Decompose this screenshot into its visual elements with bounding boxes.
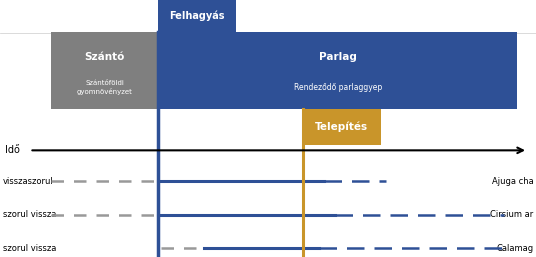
- Text: Telepítés: Telepítés: [315, 122, 368, 132]
- Text: Rendeződő parlaggyep: Rendeződő parlaggyep: [294, 83, 382, 92]
- Text: szorul vissza: szorul vissza: [3, 210, 56, 219]
- Text: szorul vissza: szorul vissza: [3, 243, 56, 253]
- Text: Parlag: Parlag: [319, 52, 356, 62]
- Text: Calamag: Calamag: [496, 243, 533, 253]
- Text: Felhagyás: Felhagyás: [169, 11, 225, 21]
- Text: Idő: Idő: [5, 145, 20, 155]
- Bar: [158, 32, 517, 109]
- Text: Szántó: Szántó: [84, 52, 125, 62]
- Text: Szántóföldi
gyomnövényzet: Szántóföldi gyomnövényzet: [77, 80, 132, 95]
- Text: Ajuga cha: Ajuga cha: [492, 177, 533, 186]
- Bar: [158, 0, 236, 32]
- Bar: [303, 109, 381, 145]
- Text: visszaszorul: visszaszorul: [3, 177, 54, 186]
- Text: Cirsium ar: Cirsium ar: [490, 210, 533, 219]
- Bar: [51, 32, 158, 109]
